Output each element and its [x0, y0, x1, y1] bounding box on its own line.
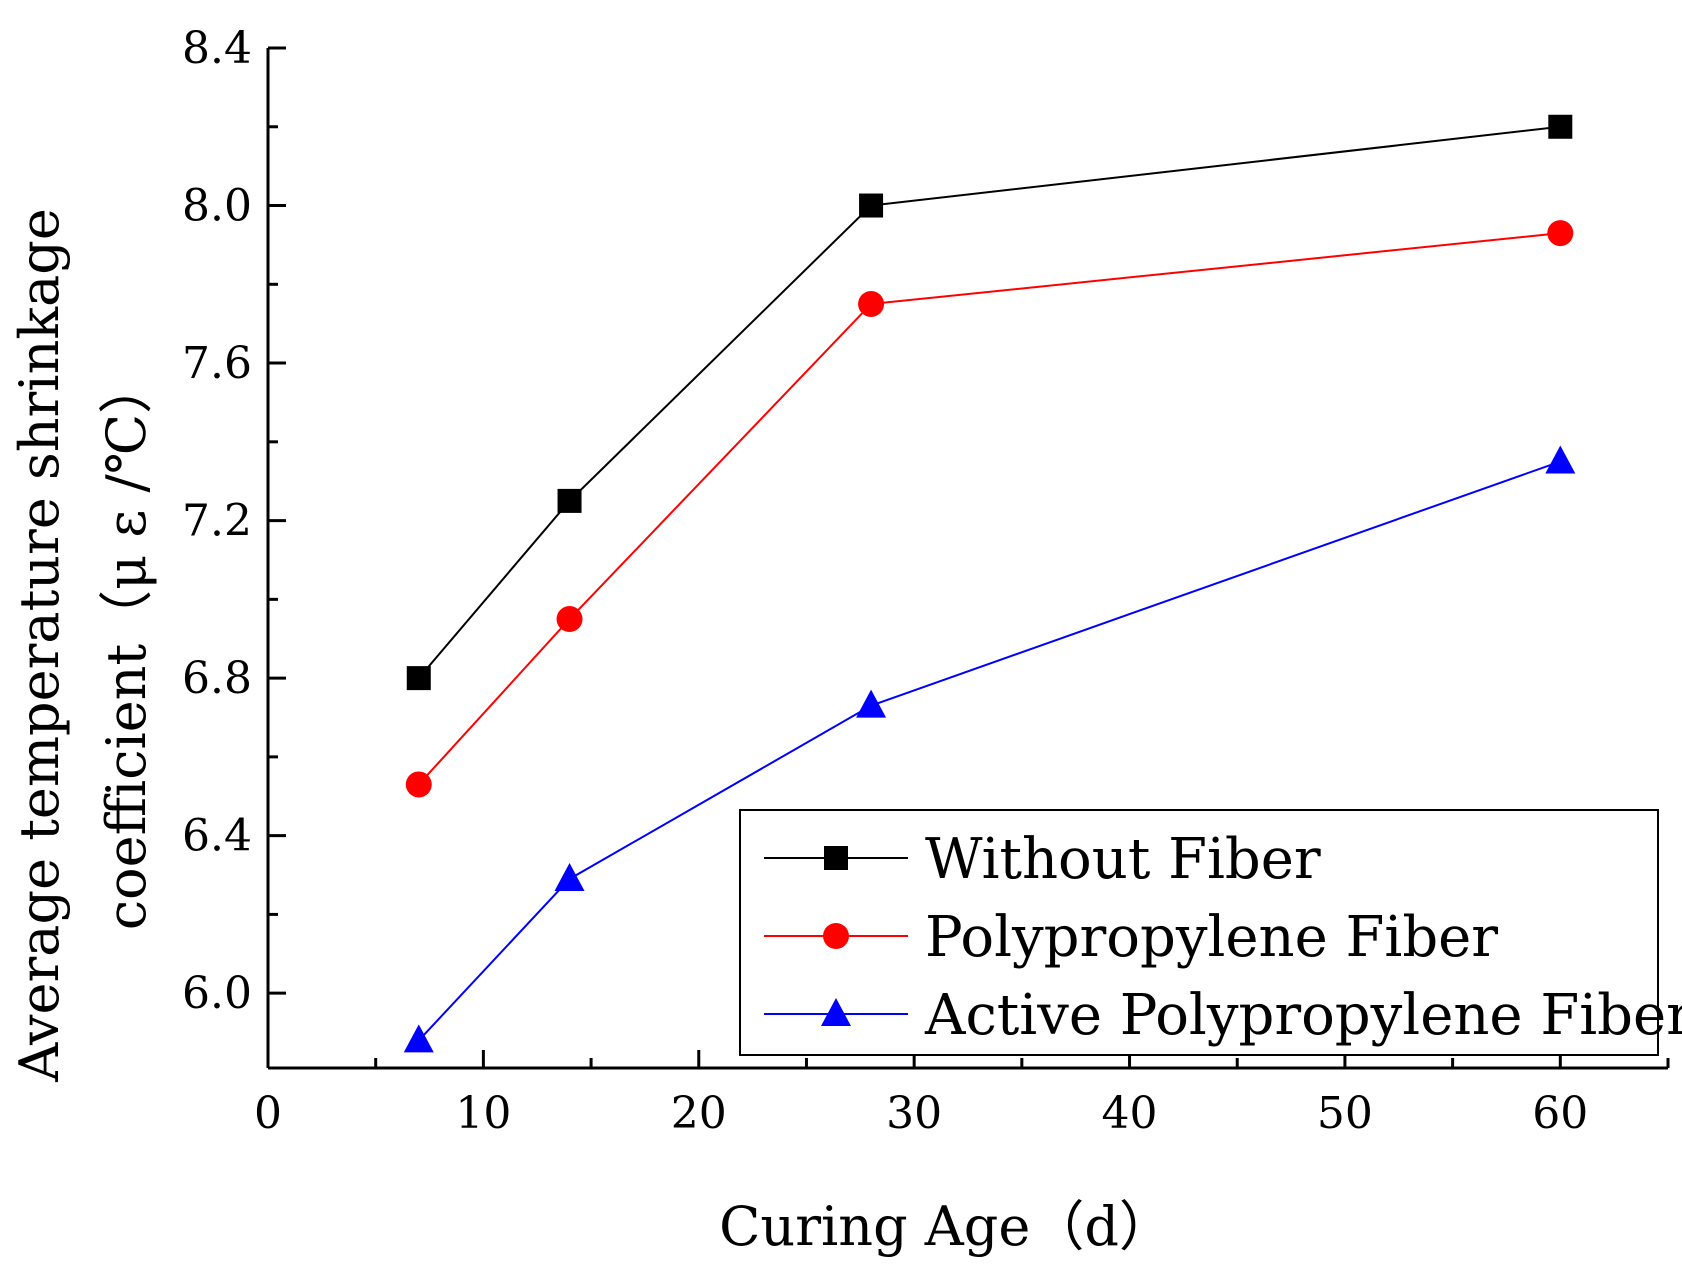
legend-label: Without Fiber [925, 827, 1321, 892]
y-tick-label: 6.0 [182, 968, 252, 1019]
legend-item: Polypropylene Fiber [764, 905, 1498, 970]
data-point [856, 689, 887, 718]
legend-item: Active Polypropylene Fiber [764, 983, 1682, 1048]
y-tick-label: 6.8 [182, 653, 252, 704]
x-tick-label: 10 [455, 1088, 511, 1139]
data-point [1548, 114, 1573, 139]
x-tick-label: 40 [1102, 1088, 1158, 1139]
data-point [1545, 445, 1576, 474]
data-point [406, 666, 431, 691]
series-line [418, 232, 1561, 786]
y-tick-label: 7.2 [182, 496, 252, 547]
series-group [403, 114, 1576, 1053]
data-point [858, 290, 885, 317]
y-axis-title-line-2: coefficient（μ ε /℃） [95, 360, 158, 930]
x-tick-label: 30 [886, 1088, 942, 1139]
data-point [405, 771, 432, 798]
data-point [1547, 220, 1574, 247]
data-point [557, 488, 582, 513]
x-tick-label: 20 [671, 1088, 727, 1139]
legend-label: Active Polypropylene Fiber [924, 983, 1682, 1048]
data-point [859, 193, 884, 218]
legend-marker [821, 998, 851, 1026]
y-tick-label: 8.4 [182, 23, 252, 74]
data-point [556, 606, 583, 633]
axes: 6.0 6.4 6.8 7.2 7.6 8.0 8.4 0 10 20 30 40 50 60 [182, 23, 1670, 1139]
legend-marker [823, 923, 849, 949]
series-polypropylene-fiber [405, 220, 1574, 798]
legend-marker [824, 846, 848, 870]
x-axis-title: Curing Age（d） [719, 1195, 1173, 1258]
y-axis-title-line-1: Average temperature shrinkage [8, 208, 71, 1083]
series-without-fiber [406, 114, 1573, 691]
y-tick-label: 8.0 [182, 181, 252, 232]
data-point [403, 1024, 434, 1053]
y-tick-label: 7.6 [182, 338, 252, 389]
x-tick-label: 0 [254, 1088, 282, 1139]
legend-label: Polypropylene Fiber [925, 905, 1498, 970]
series-line [418, 125, 1561, 679]
legend: Without Fiber Polypropylene Fiber Active P… [739, 809, 1682, 1056]
x-tick-label: 60 [1532, 1088, 1588, 1139]
series-line [418, 460, 1561, 1042]
data-point [554, 862, 585, 891]
x-tick-label: 50 [1317, 1088, 1373, 1139]
series-active-polypropylene-fiber [403, 445, 1576, 1053]
y-tick-label: 6.4 [182, 811, 252, 862]
legend-item: Without Fiber [764, 827, 1321, 892]
